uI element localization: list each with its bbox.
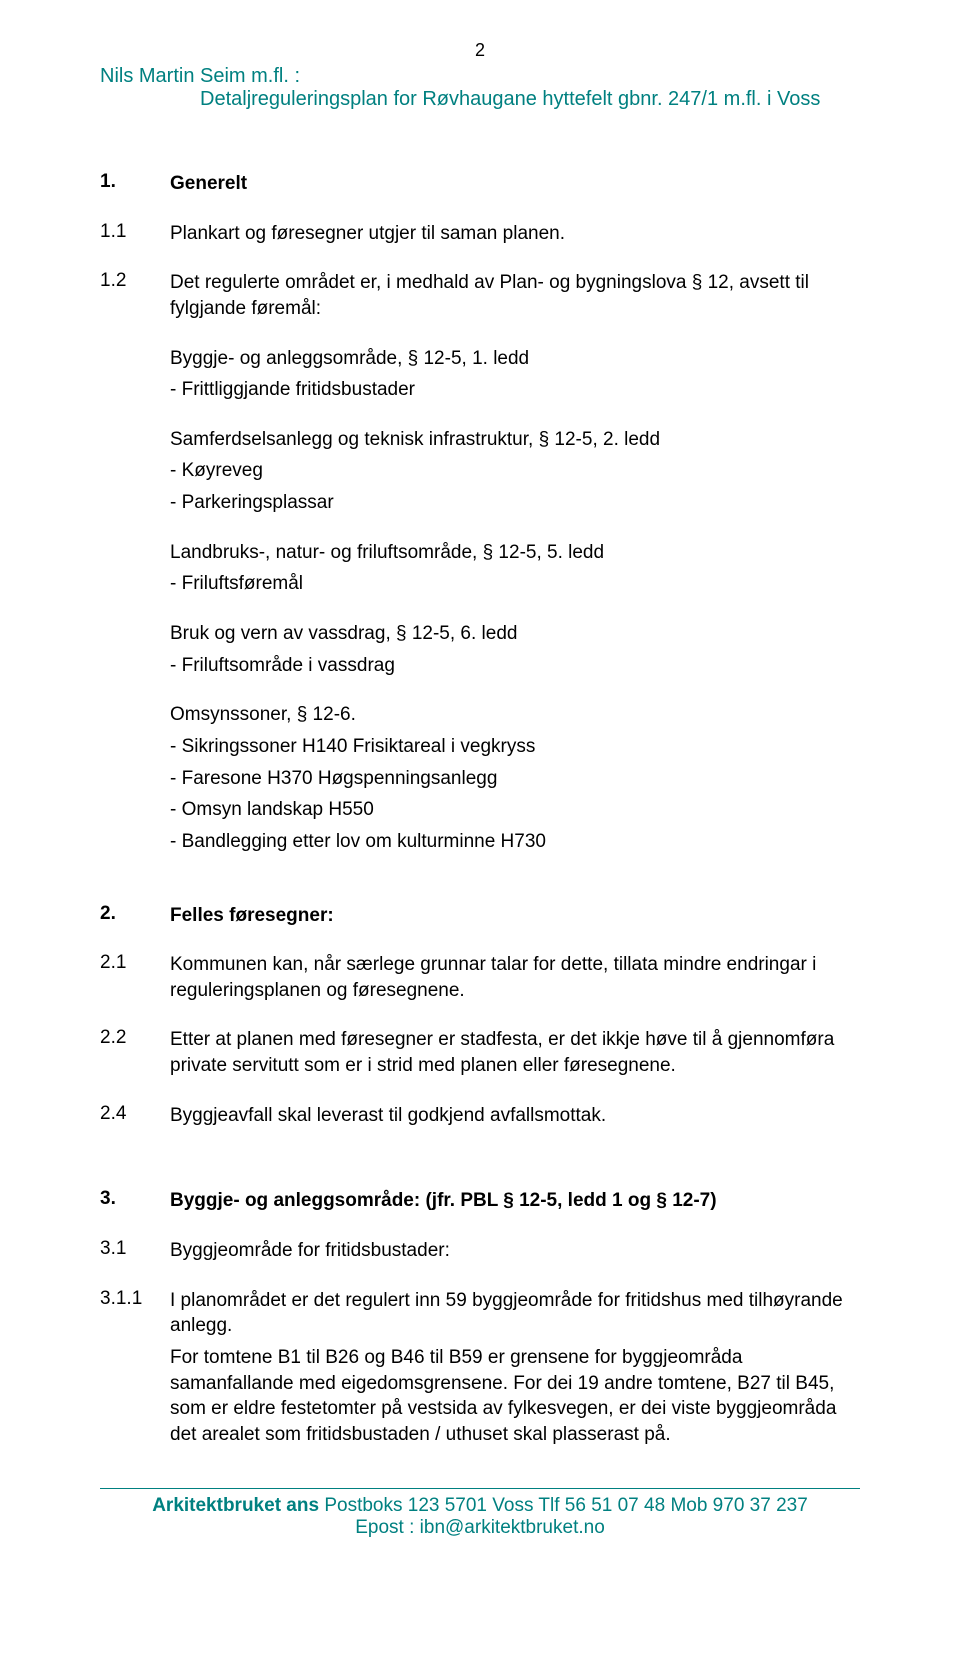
footer-email: Epost : ibn@arkitektbruket.no <box>100 1517 860 1539</box>
footer-line1: Arkitektbruket ans Postboks 123 5701 Vos… <box>100 1495 860 1517</box>
p5b: - Sikringssoner H140 Frisiktareal i vegk… <box>170 734 860 760</box>
section-1-1-num: 1.1 <box>100 221 170 247</box>
p5d: - Omsyn landskap H550 <box>170 797 860 823</box>
page-number: 2 <box>100 40 860 61</box>
section-3-1-num: 3.1 <box>100 1238 170 1264</box>
section-1-2-body: Det regulerte området er, i medhald av P… <box>170 270 860 878</box>
footer: Arkitektbruket ans Postboks 123 5701 Vos… <box>100 1488 860 1539</box>
s311-p1: I planområdet er det regulert inn 59 byg… <box>170 1288 860 1339</box>
section-2-2-num: 2.2 <box>100 1027 170 1078</box>
p5a: Omsynssoner, § 12-6. <box>170 702 860 728</box>
header-author: Nils Martin Seim m.fl. : <box>100 65 860 88</box>
p2c: - Parkeringsplassar <box>170 490 860 516</box>
p4b: - Friluftsområde i vassdrag <box>170 653 860 679</box>
section-2-2-text: Etter at planen med føresegner er stadfe… <box>170 1027 860 1078</box>
section-1-2: 1.2 Det regulerte området er, i medhald … <box>100 270 860 878</box>
section-2-2: 2.2 Etter at planen med føresegner er st… <box>100 1027 860 1078</box>
section-1-2-intro: Det regulerte området er, i medhald av P… <box>170 270 860 321</box>
section-1-1-text: Plankart og føresegner utgjer til saman … <box>170 221 860 247</box>
section-1-heading: 1. Generelt <box>100 171 860 197</box>
section-1-title: Generelt <box>170 171 860 197</box>
section-3-heading: 3. Byggje- og anleggsområde: (jfr. PBL §… <box>100 1188 860 1214</box>
p2a: Samferdselsanlegg og teknisk infrastrukt… <box>170 427 860 453</box>
p1b: - Frittliggjande fritidsbustader <box>170 377 860 403</box>
section-3-1: 3.1 Byggjeområde for fritidsbustader: <box>100 1238 860 1264</box>
section-1-1: 1.1 Plankart og føresegner utgjer til sa… <box>100 221 860 247</box>
p3a: Landbruks-, natur- og friluftsområde, § … <box>170 540 860 566</box>
section-3-title: Byggje- og anleggsområde: (jfr. PBL § 12… <box>170 1188 860 1214</box>
p4a: Bruk og vern av vassdrag, § 12-5, 6. led… <box>170 621 860 647</box>
section-3-1-text: Byggjeområde for fritidsbustader: <box>170 1238 860 1264</box>
p1a: Byggje- og anleggsområde, § 12-5, 1. led… <box>170 346 860 372</box>
section-2-1: 2.1 Kommunen kan, når særlege grunnar ta… <box>100 952 860 1003</box>
section-2-title: Felles føresegner: <box>170 903 860 929</box>
section-3-1-1-body: I planområdet er det regulert inn 59 byg… <box>170 1288 860 1448</box>
footer-divider <box>100 1488 860 1489</box>
section-2-1-num: 2.1 <box>100 952 170 1003</box>
p2b: - Køyreveg <box>170 458 860 484</box>
section-2-heading: 2. Felles føresegner: <box>100 903 860 929</box>
section-2-4-text: Byggjeavfall skal leverast til godkjend … <box>170 1103 860 1129</box>
p5e: - Bandlegging etter lov om kulturminne H… <box>170 829 860 855</box>
section-2-4-num: 2.4 <box>100 1103 170 1129</box>
section-2-1-text: Kommunen kan, når særlege grunnar talar … <box>170 952 860 1003</box>
section-3-num: 3. <box>100 1188 170 1214</box>
p3b: - Friluftsføremål <box>170 571 860 597</box>
p5c: - Faresone H370 Høgspenningsanlegg <box>170 766 860 792</box>
section-1-num: 1. <box>100 171 170 197</box>
section-2-num: 2. <box>100 903 170 929</box>
section-2-4: 2.4 Byggjeavfall skal leverast til godkj… <box>100 1103 860 1129</box>
footer-brand: Arkitektbruket ans <box>152 1495 319 1516</box>
section-1-2-num: 1.2 <box>100 270 170 878</box>
section-3-1-1: 3.1.1 I planområdet er det regulert inn … <box>100 1288 860 1448</box>
s311-p2: For tomtene B1 til B26 og B46 til B59 er… <box>170 1345 860 1448</box>
footer-address: Postboks 123 5701 Voss Tlf 56 51 07 48 M… <box>319 1495 808 1516</box>
header-title: Detaljreguleringsplan for Røvhaugane hyt… <box>100 88 860 111</box>
section-3-1-1-num: 3.1.1 <box>100 1288 170 1448</box>
